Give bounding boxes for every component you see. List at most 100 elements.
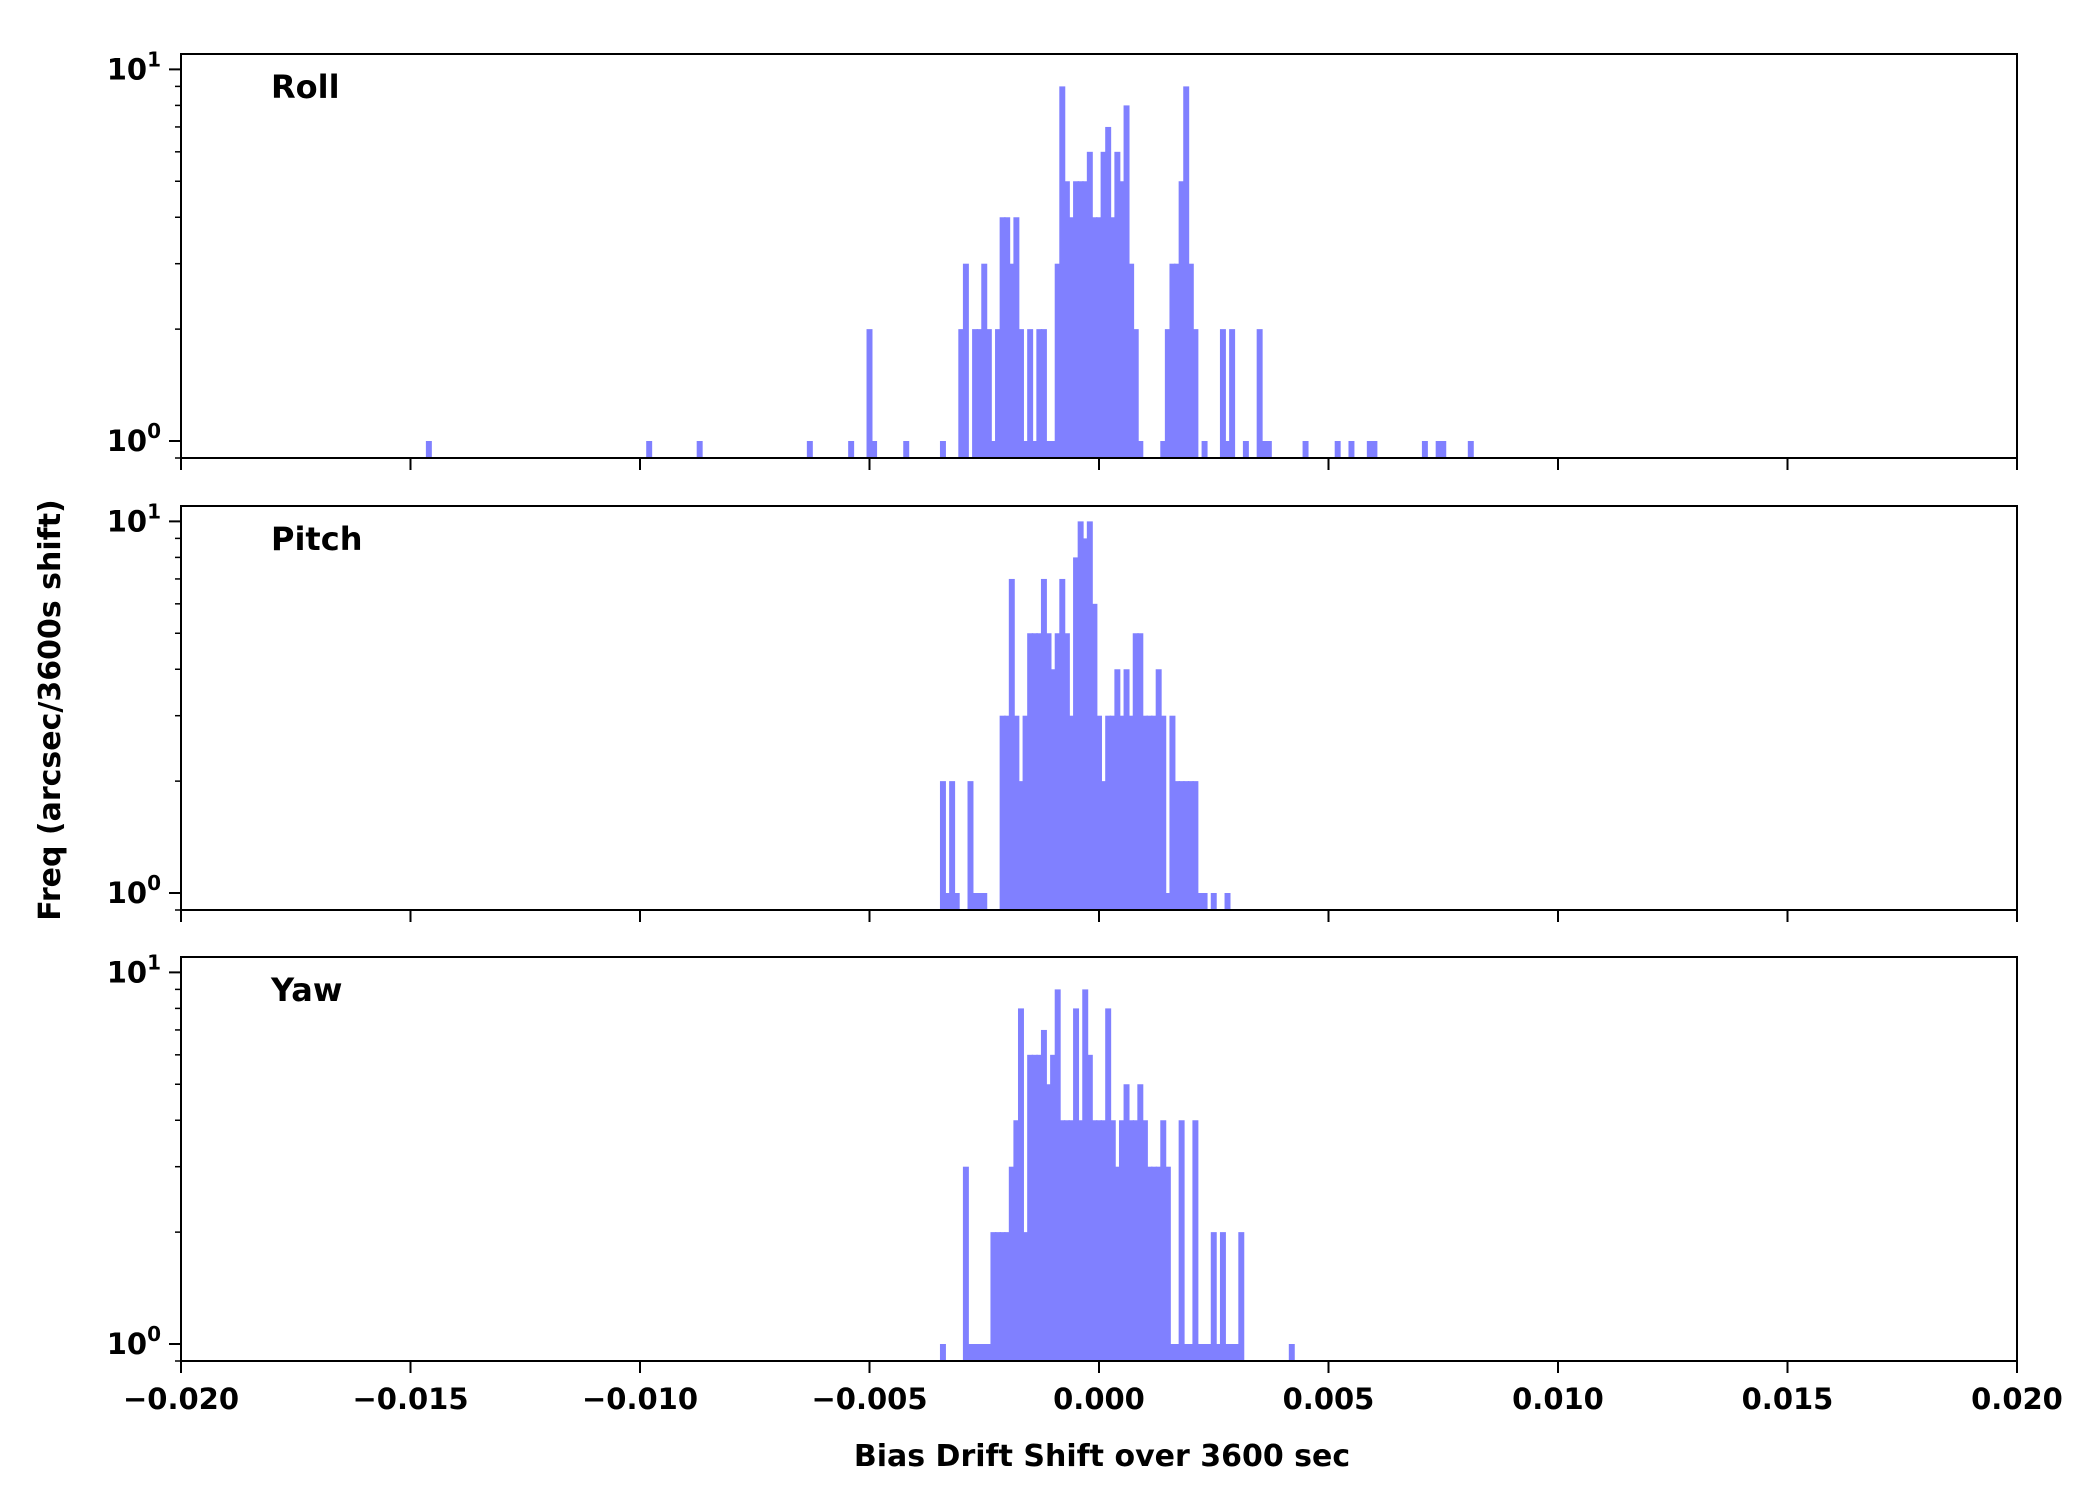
histogram-bar <box>1063 1120 1070 1361</box>
histogram-bar <box>1238 1232 1245 1361</box>
histogram-bar <box>1440 441 1447 458</box>
histogram-bar <box>981 893 988 910</box>
histogram-bar <box>425 441 432 458</box>
histogram-bar <box>1467 441 1474 458</box>
histogram-bar <box>939 781 946 910</box>
panel-yaw: −0.020 −0.015 −0.010 −0.005 0.000 0.005 0.010 0… <box>107 950 2063 1416</box>
histogram-bar <box>1100 781 1107 910</box>
histogram-bar <box>990 441 997 458</box>
histogram-bar <box>1114 151 1121 458</box>
histogram-bar <box>1219 329 1226 458</box>
histogram-bar <box>1197 893 1203 910</box>
histogram-bar <box>1137 633 1144 910</box>
histogram-bar <box>1077 1120 1084 1361</box>
histogram-bar <box>1201 441 1208 458</box>
histogram-bar <box>1123 105 1130 459</box>
y-axis-title: Freq (arcsec/3600s shift) <box>33 499 68 921</box>
histogram-bar <box>1013 1120 1020 1361</box>
histogram-bar <box>1155 669 1162 910</box>
histogram-bar <box>1054 633 1061 910</box>
histogram-bar <box>981 263 988 458</box>
histogram-bar <box>1160 715 1167 910</box>
histogram-bar <box>1086 521 1093 910</box>
y-tick-label: 100 <box>107 1322 161 1361</box>
histogram-bar <box>1068 217 1075 458</box>
histogram-bar <box>1027 633 1034 910</box>
histogram-bar <box>1146 1166 1153 1361</box>
histogram-bar <box>1036 633 1043 910</box>
histogram-bar <box>1132 633 1139 910</box>
y-tick-label: 100 <box>107 871 161 910</box>
histogram-bar <box>1169 263 1176 458</box>
histogram-bar <box>1004 715 1011 910</box>
histogram-bar <box>1096 1120 1102 1361</box>
histogram-bar <box>985 1344 992 1361</box>
histogram-bar <box>999 217 1006 458</box>
histogram-bar <box>1174 263 1181 458</box>
histogram-bar <box>806 441 813 458</box>
histogram-bar <box>1073 557 1080 910</box>
histogram-bar <box>1183 1344 1190 1361</box>
histogram-bar <box>1128 263 1135 458</box>
histogram-bar <box>1261 441 1268 458</box>
histogram-bar <box>1040 1029 1047 1361</box>
histogram-bar <box>1008 578 1015 910</box>
histogram-bar <box>1151 715 1158 910</box>
histogram-bar <box>848 441 855 458</box>
x-tick-label: 0.015 <box>1742 1382 1834 1416</box>
histogram-bar <box>1050 1054 1057 1361</box>
x-tick-label: −0.020 <box>123 1382 239 1416</box>
histogram-bar <box>1141 1120 1148 1361</box>
histogram-bar <box>1229 1344 1236 1361</box>
histogram-bar <box>1091 1120 1098 1361</box>
histogram-bar <box>1169 1344 1176 1361</box>
histogram-bar <box>1082 538 1089 910</box>
histogram-bar <box>696 441 703 458</box>
histogram-bar <box>1105 1008 1112 1361</box>
histogram-bar <box>1118 1120 1125 1361</box>
histogram-bar <box>1063 633 1070 910</box>
histogram-bar <box>1183 86 1190 458</box>
histogram-bar <box>967 781 974 910</box>
histogram-bar <box>1132 1120 1139 1361</box>
x-tick-label: −0.015 <box>352 1382 468 1416</box>
histogram-bar <box>939 1344 946 1361</box>
histogram-bar <box>1022 441 1029 458</box>
histogram-bar <box>1114 1166 1121 1361</box>
histogram-bar <box>1031 441 1038 458</box>
histogram-bar <box>972 329 979 458</box>
histogram-bar <box>999 715 1006 910</box>
histogram-bar <box>1059 86 1066 458</box>
histogram-bar <box>1169 715 1176 910</box>
histogram-bar <box>1215 1344 1222 1361</box>
histogram-bar <box>1192 781 1199 910</box>
x-tick-label: 0.020 <box>1971 1382 2063 1416</box>
histogram-bar <box>1334 441 1341 458</box>
histogram-bar <box>1091 603 1098 910</box>
histogram-bar <box>1421 441 1428 458</box>
histogram-bar <box>1201 893 1208 910</box>
histogram-bar <box>1031 633 1038 910</box>
histogram-bar <box>1146 715 1153 910</box>
histogram-bar <box>1045 441 1052 458</box>
histogram-bar <box>1077 521 1084 910</box>
panel-roll: 100 101 Roll <box>107 47 2018 470</box>
histogram-bar <box>1022 1232 1029 1361</box>
histogram-bar <box>1105 715 1112 910</box>
histogram-bar <box>1123 1084 1130 1361</box>
panel-label: Pitch <box>271 520 362 558</box>
histogram-bar <box>1008 1166 1015 1361</box>
histogram-bar <box>1059 1120 1066 1361</box>
histogram-bar <box>1073 1008 1080 1361</box>
histogram-bar <box>1219 1232 1226 1361</box>
histogram-bar <box>1050 669 1057 910</box>
histogram-bar <box>1068 715 1075 910</box>
histogram-bar <box>1109 217 1116 458</box>
histogram-bar <box>1435 441 1442 458</box>
x-tick-label: 0.000 <box>1053 1382 1145 1416</box>
histogram-bar <box>1068 1120 1075 1361</box>
histogram-bar <box>995 1232 1002 1361</box>
histogram-bar <box>1045 1084 1052 1361</box>
